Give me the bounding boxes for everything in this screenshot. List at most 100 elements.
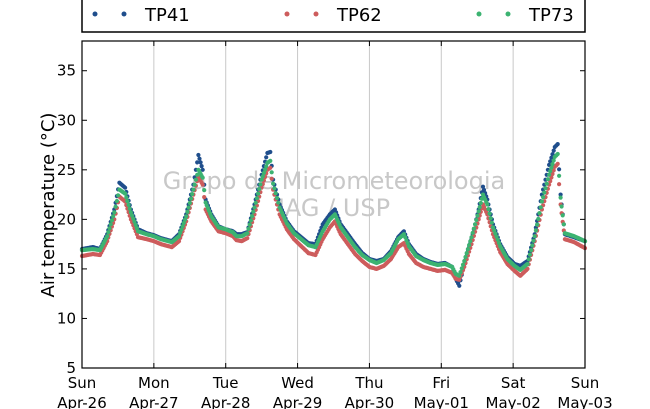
data-point bbox=[124, 195, 129, 200]
data-point bbox=[188, 196, 194, 201]
watermark: Grupo de Micrometeorologia IAG / USP bbox=[163, 167, 505, 222]
data-point bbox=[555, 142, 560, 147]
legend-item-tp62: TP62 bbox=[284, 5, 382, 26]
legend-label: TP73 bbox=[528, 5, 574, 26]
data-point bbox=[245, 236, 250, 241]
data-point bbox=[537, 211, 542, 216]
data-point bbox=[257, 186, 262, 192]
data-point bbox=[199, 164, 204, 169]
y-tick-label: 5 bbox=[66, 359, 76, 377]
data-point bbox=[259, 177, 264, 182]
data-point bbox=[551, 168, 556, 173]
data-point bbox=[465, 247, 470, 252]
data-point bbox=[538, 205, 543, 210]
y-axis-label: Air temperature (°C) bbox=[38, 113, 59, 298]
data-point bbox=[468, 239, 473, 244]
data-point bbox=[543, 186, 548, 191]
data-point bbox=[460, 262, 466, 267]
data-point bbox=[252, 205, 257, 210]
data-point bbox=[263, 167, 268, 172]
data-point bbox=[132, 219, 137, 224]
data-point bbox=[559, 204, 564, 209]
x-tick-label-day: Sun bbox=[68, 374, 97, 392]
data-point bbox=[251, 209, 256, 214]
legend-marker bbox=[313, 11, 319, 17]
data-point bbox=[195, 172, 200, 177]
data-point bbox=[555, 161, 560, 166]
data-point bbox=[473, 222, 478, 227]
series-tp62 bbox=[79, 161, 588, 282]
data-point bbox=[268, 165, 273, 170]
data-point bbox=[176, 234, 182, 239]
x-tick-label-day: Sat bbox=[501, 374, 526, 392]
data-point bbox=[457, 283, 462, 288]
data-point bbox=[253, 200, 258, 205]
data-point bbox=[536, 216, 541, 221]
data-point bbox=[128, 210, 133, 215]
plot-frame bbox=[81, 40, 586, 369]
data-point bbox=[548, 159, 553, 164]
data-point bbox=[109, 218, 114, 223]
data-point bbox=[200, 175, 205, 180]
legend-marker bbox=[505, 11, 511, 17]
data-point bbox=[125, 199, 130, 204]
data-point bbox=[187, 200, 192, 206]
data-point bbox=[116, 193, 121, 198]
x-tick-label-day: Mon bbox=[138, 374, 170, 392]
data-point bbox=[202, 195, 207, 200]
data-point bbox=[545, 177, 551, 182]
data-point bbox=[114, 198, 119, 204]
data-point bbox=[191, 187, 196, 192]
data-point bbox=[112, 210, 117, 215]
data-point bbox=[197, 156, 202, 161]
legend-marker bbox=[121, 11, 127, 17]
data-point bbox=[557, 167, 562, 172]
data-point bbox=[558, 195, 563, 200]
data-point bbox=[541, 195, 546, 200]
data-point bbox=[530, 243, 535, 248]
data-point bbox=[550, 171, 555, 177]
data-point bbox=[488, 216, 493, 221]
data-point bbox=[276, 200, 281, 205]
data-point bbox=[481, 187, 487, 192]
legend-frame bbox=[81, 0, 586, 33]
data-point bbox=[458, 270, 463, 275]
x-tick-label-day: Thu bbox=[354, 374, 383, 392]
data-point bbox=[457, 273, 462, 278]
x-tick-label-date: Apr-27 bbox=[129, 394, 179, 409]
x-tick-label-date: Apr-30 bbox=[345, 394, 395, 409]
data-point bbox=[555, 151, 560, 157]
data-point bbox=[261, 170, 266, 176]
data-point bbox=[108, 222, 113, 227]
x-tick-label-day: Fri bbox=[432, 374, 450, 392]
x-tick-label-day: Wed bbox=[281, 374, 314, 392]
data-point bbox=[179, 227, 184, 232]
legend-marker bbox=[476, 11, 482, 17]
data-point bbox=[181, 220, 186, 226]
data-point bbox=[260, 174, 265, 179]
data-point bbox=[477, 205, 482, 210]
data-point bbox=[486, 207, 491, 212]
data-point bbox=[467, 243, 472, 248]
data-point bbox=[247, 222, 252, 227]
legend-label: TP62 bbox=[336, 5, 382, 26]
data-point bbox=[248, 218, 253, 223]
data-point bbox=[474, 217, 479, 223]
data-point bbox=[532, 234, 537, 239]
data-point bbox=[535, 222, 540, 227]
data-point bbox=[123, 185, 128, 190]
data-point bbox=[529, 248, 534, 253]
data-point bbox=[533, 228, 539, 233]
x-tick-label-date: Apr-29 bbox=[273, 394, 323, 409]
data-point bbox=[202, 188, 207, 193]
data-point bbox=[180, 224, 185, 229]
data-point bbox=[190, 192, 195, 197]
data-point bbox=[245, 231, 250, 236]
data-point bbox=[525, 261, 530, 267]
data-point bbox=[111, 214, 116, 219]
data-point bbox=[561, 222, 566, 227]
data-point bbox=[464, 251, 469, 256]
data-point bbox=[487, 211, 492, 216]
legend-item-tp41: TP41 bbox=[92, 5, 190, 26]
data-point bbox=[185, 209, 190, 214]
